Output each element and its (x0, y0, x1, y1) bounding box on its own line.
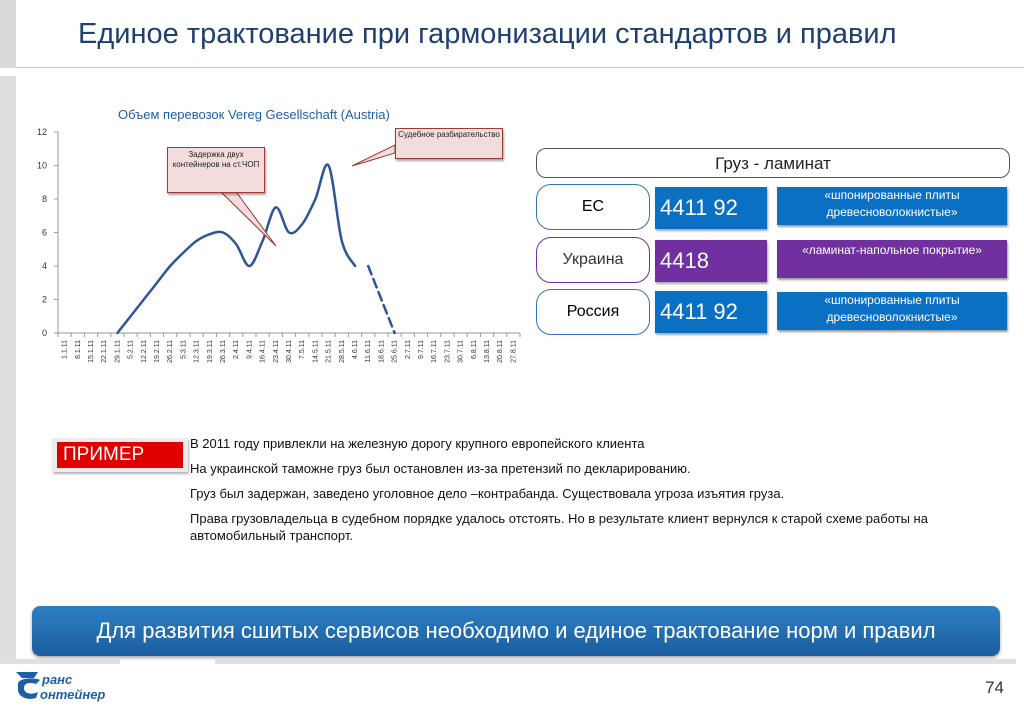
cargo-header: Груз - ламинат (536, 148, 1010, 178)
chart-series (116, 163, 396, 335)
x-tick-label: 26.3.11 (220, 340, 227, 363)
x-tick-label: 21.5.11 (326, 340, 333, 363)
x-tick-label: 27.8.11 (510, 340, 517, 363)
desc-russia: «шпонированные плиты древесноволокнистые… (777, 292, 1007, 330)
footer-rule (215, 659, 1016, 664)
chart-ticks: 0 2 4 6 8 10 12 1.1.11 8.1.11 15.1.11 22.1.11 29.1.… (37, 127, 521, 363)
example-badge: ПРИМЕР (52, 438, 188, 472)
region-eu: ЕС (536, 184, 650, 230)
x-tick-label: 7.5.11 (299, 340, 306, 359)
x-tick-label: 25.6.11 (392, 340, 399, 363)
desc-eu: «шпонированные плиты древесноволокнистые… (777, 187, 1007, 225)
callout-court: Судебное разбирательство (395, 128, 503, 159)
example-label: ПРИМЕР (57, 442, 183, 468)
x-tick-label: 5.3.11 (180, 340, 187, 359)
x-tick-label: 11.6.11 (365, 340, 372, 362)
x-tick-label: 22.1.11 (101, 340, 108, 363)
x-tick-label: 4.6.11 (352, 340, 359, 359)
desc-ukraine: «ламинат-напольное покрытие» (777, 240, 1007, 278)
x-tick-label: 16.4.11 (260, 340, 267, 363)
left-decor-bar-top (0, 0, 16, 68)
example-line: В 2011 году привлекли на железную дорогу… (190, 436, 645, 451)
chart-title: Объем перевозок Vereg Gesellschaft (Aust… (118, 107, 390, 122)
y-tick-label: 8 (42, 194, 47, 204)
footer-rule-left (0, 659, 120, 664)
region-russia: Россия (536, 289, 650, 335)
series-line-projection (366, 264, 396, 335)
x-tick-label: 23.4.11 (273, 340, 280, 363)
region-ukraine: Украина (536, 237, 650, 283)
hs-code-russia: 4411 92 (655, 291, 767, 333)
callout-pointer (216, 188, 277, 247)
x-tick-label: 26.2.11 (167, 340, 174, 363)
y-tick-label: 0 (42, 328, 47, 338)
x-tick-label: 14.5.11 (312, 340, 319, 363)
x-tick-label: 1.1.11 (62, 340, 69, 359)
x-tick-label: 29.1.11 (114, 340, 121, 363)
x-tick-label: 2.4.11 (233, 340, 240, 359)
transcontainer-logo: ранс онтейнер (16, 672, 105, 702)
x-tick-label: 18.6.11 (378, 340, 385, 363)
slide-title: Единое трактование при гармонизации стан… (78, 18, 897, 50)
y-tick-label: 10 (37, 161, 47, 171)
x-tick-label: 20.8.11 (497, 340, 504, 363)
example-line: Груз был задержан, заведено уголовное де… (190, 486, 785, 501)
x-tick-label: 8.1.11 (75, 340, 82, 359)
x-tick-label: 15.1.11 (88, 340, 95, 363)
x-tick-label: 12.3.11 (194, 340, 201, 363)
x-tick-label: 6.8.11 (471, 340, 478, 359)
y-tick-label: 6 (42, 228, 47, 238)
callout-pointer (351, 144, 396, 167)
example-line: На украинской таможне груз был остановле… (190, 461, 691, 476)
x-tick-label: 28.5.11 (339, 340, 346, 363)
logo-line1: ранс (41, 672, 73, 687)
x-tick-label: 16.7.11 (431, 340, 438, 363)
x-tick-label: 30.7.11 (458, 340, 465, 363)
callout-detention: Задержка двух контейнеров на ст.ЧОП (167, 147, 265, 193)
left-decor-bar (0, 76, 16, 659)
title-divider (16, 67, 1024, 68)
x-tick-label: 30.4.11 (286, 340, 293, 363)
page-number: 74 (985, 678, 1004, 697)
logo-line2: онтейнер (40, 687, 105, 702)
y-tick-label: 12 (37, 127, 47, 137)
y-tick-label: 2 (42, 295, 47, 305)
x-tick-label: 5.2.11 (128, 340, 135, 359)
hs-code-eu: 4411 92 (655, 187, 767, 229)
y-tick-label: 4 (42, 261, 47, 271)
x-tick-label: 9.4.11 (246, 340, 253, 359)
x-tick-label: 2.7.11 (405, 340, 412, 359)
example-text: В 2011 году привлекли на железную дорогу… (190, 435, 970, 552)
x-tick-label: 9.7.11 (418, 340, 425, 359)
x-tick-label: 19.3.11 (207, 340, 214, 363)
x-tick-label: 23.7.11 (444, 340, 451, 363)
conclusion-banner: Для развития сшитых сервисов необходимо … (32, 606, 1000, 656)
x-tick-label: 12.2.11 (141, 340, 148, 363)
x-tick-label: 19.2.11 (154, 340, 161, 363)
example-line: Права грузовладельца в судебном порядке … (190, 511, 928, 543)
x-tick-label: 13.8.11 (484, 340, 491, 363)
series-line-volume (116, 163, 357, 335)
volume-chart: 0 2 4 6 8 10 12 1.1.11 8.1.11 15.1.11 22.1.11 29.1.… (37, 127, 521, 363)
hs-code-ukraine: 4418 (655, 240, 767, 282)
